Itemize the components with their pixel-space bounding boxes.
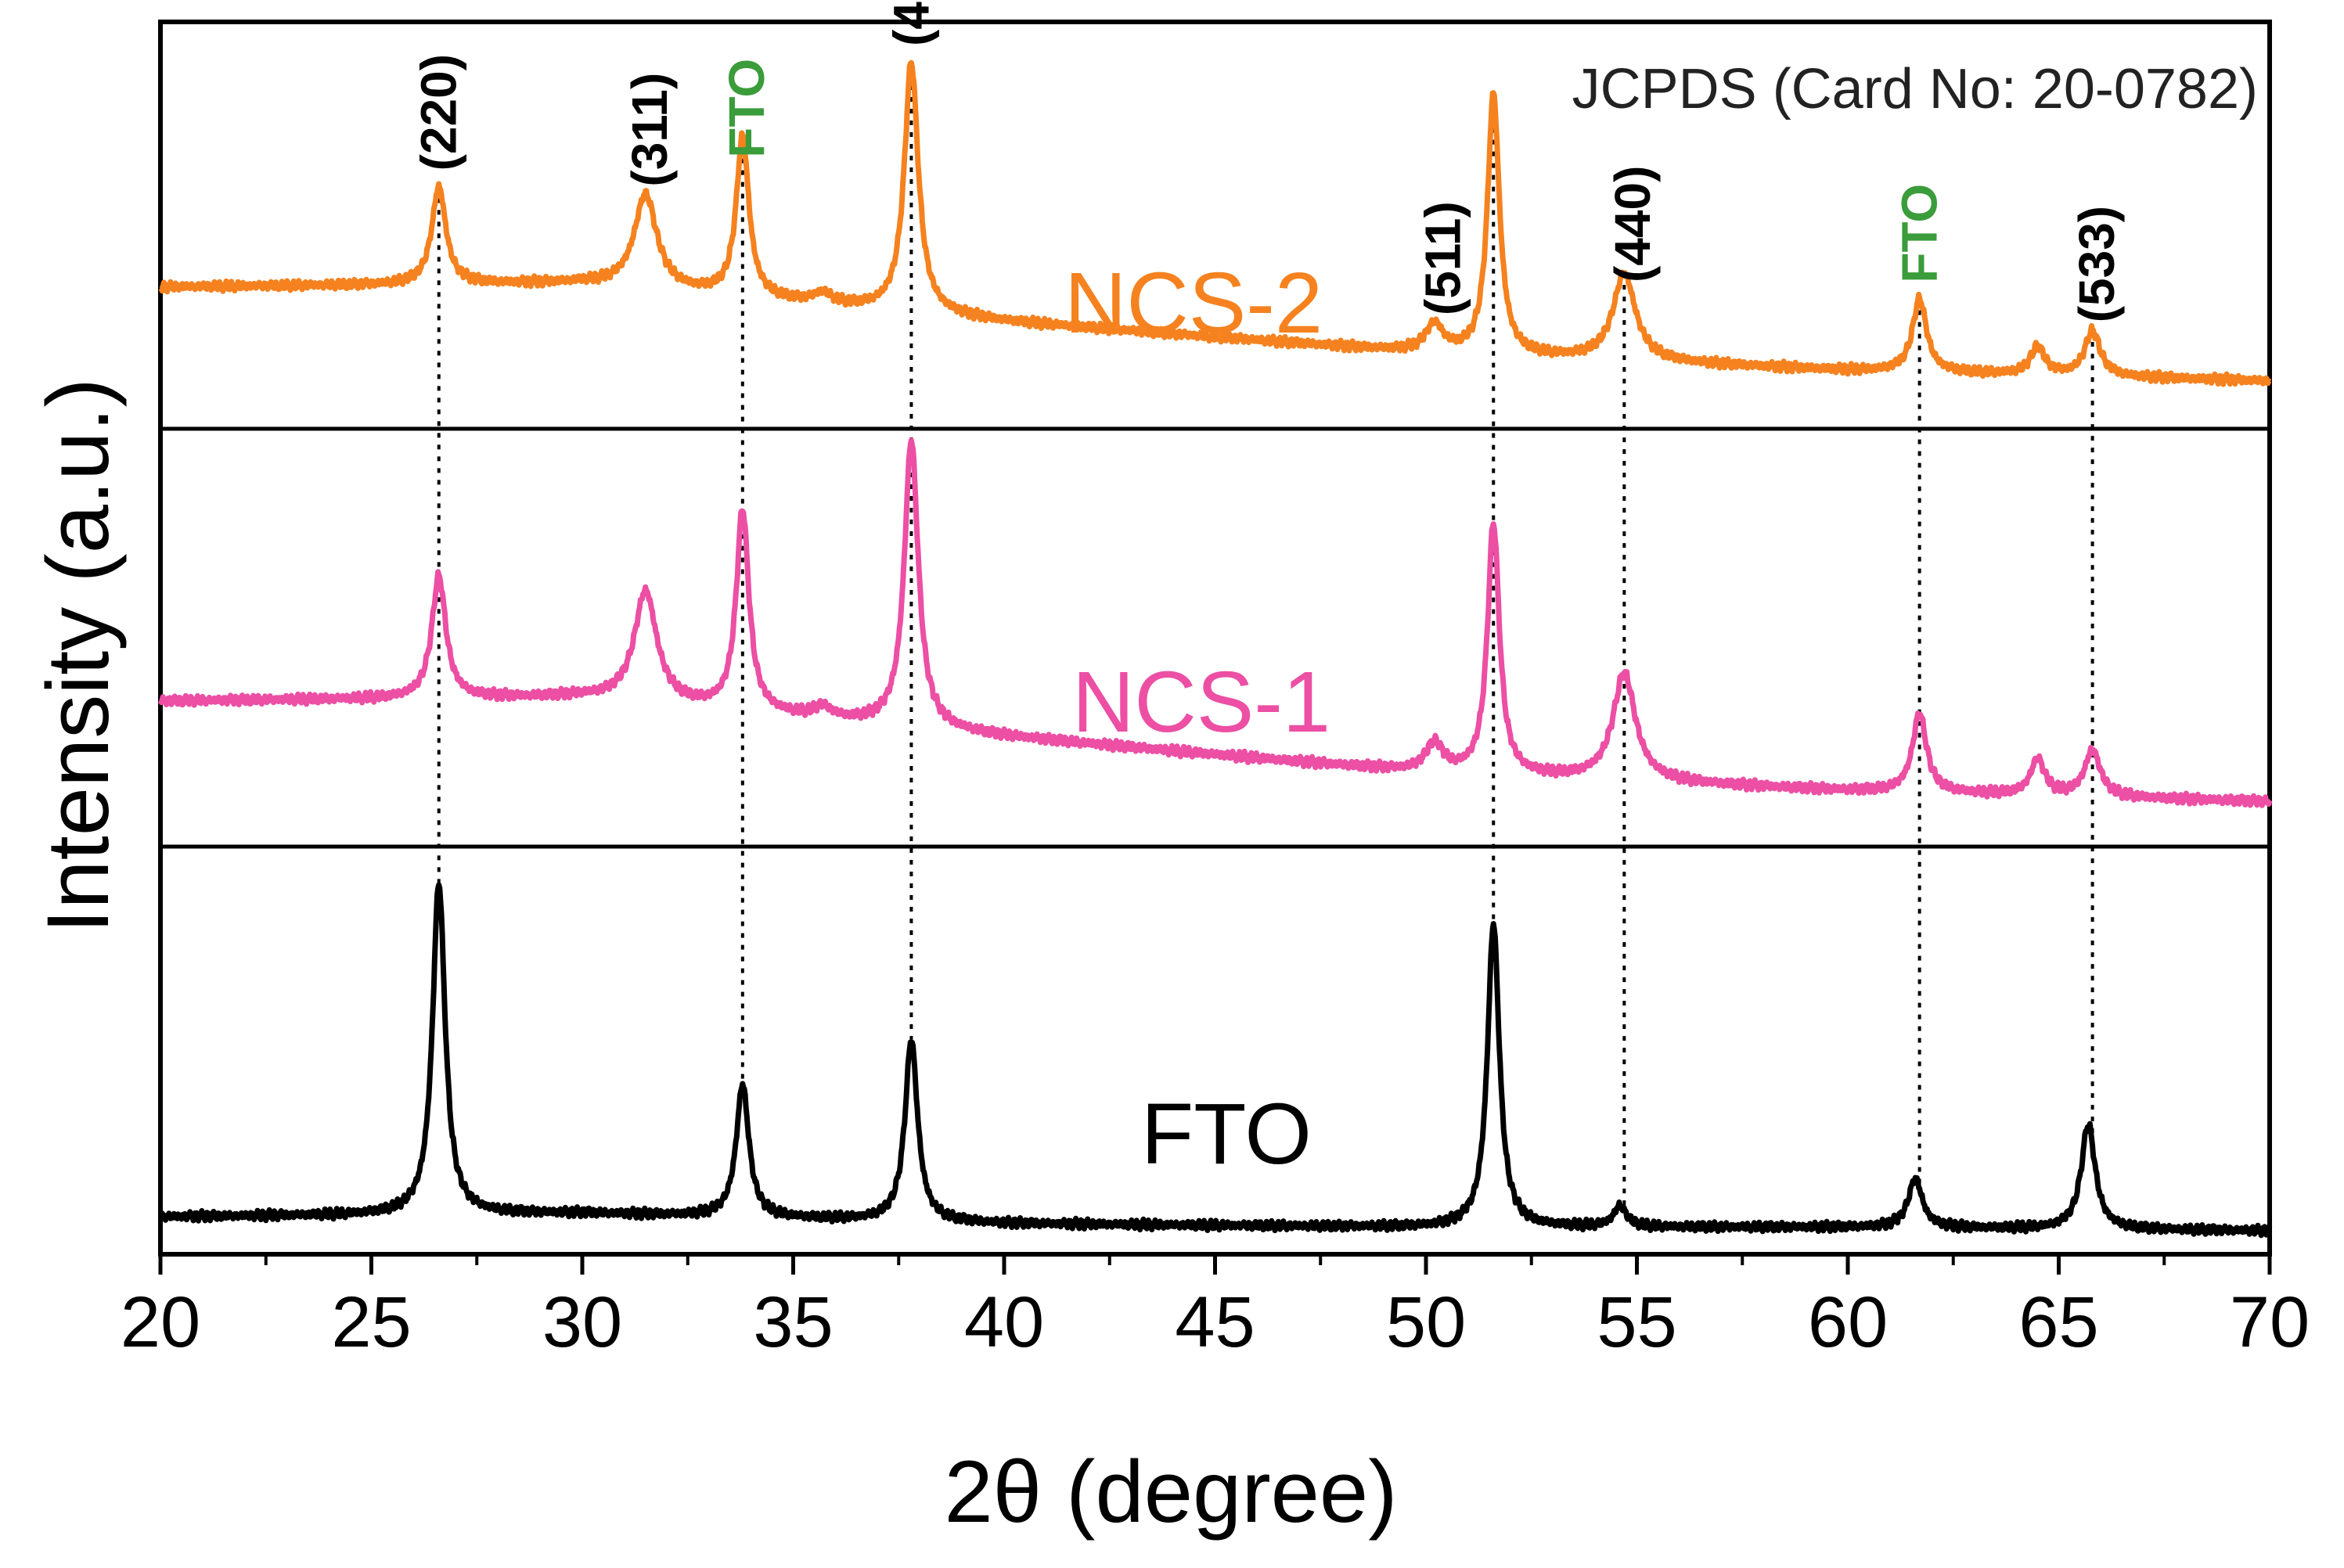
x-tick-label: 65 <box>2018 1282 2098 1362</box>
x-axis-ticks: 20 25 30 35 40 45 50 55 60 65 70 <box>121 1254 2310 1362</box>
fto-peak-label: FTO <box>718 59 775 158</box>
series-line-fto <box>158 882 2273 1239</box>
hkl-peak-label: (440) <box>1604 166 1661 282</box>
plot-frame <box>158 20 2272 1257</box>
x-tick-label: 35 <box>753 1282 833 1362</box>
series-label-ncs-2: NCS-2 <box>1064 255 1323 351</box>
hkl-peak-label: (311) <box>621 73 678 187</box>
x-tick-label: 50 <box>1386 1282 1466 1362</box>
series-label-fto: FTO <box>1141 1086 1312 1182</box>
plot-border <box>158 20 2272 1257</box>
y-axis-title: Intensity (a.u.) <box>29 378 127 933</box>
x-tick-label: 25 <box>331 1282 411 1362</box>
series-line-ncs-1 <box>157 437 2273 808</box>
fto-peak-label: FTO <box>1892 184 1948 283</box>
reference-lines <box>437 61 2094 1210</box>
x-axis-title: 2θ (degree) <box>944 1443 1397 1541</box>
hkl-peak-label: (511) <box>1415 201 1471 315</box>
series-label-ncs-1: NCS-1 <box>1072 654 1330 750</box>
hkl-peak-label: (400) <box>883 0 939 46</box>
series-curves <box>157 59 2273 1239</box>
x-tick-label: 40 <box>964 1282 1044 1362</box>
x-tick-label: 30 <box>542 1282 622 1362</box>
x-tick-label: 70 <box>2230 1282 2310 1362</box>
hkl-peak-label: (533) <box>2069 206 2125 322</box>
x-tick-label: 55 <box>1597 1282 1676 1362</box>
x-tick-label: 45 <box>1175 1282 1255 1362</box>
x-tick-label: 60 <box>1808 1282 1888 1362</box>
x-tick-label: 20 <box>121 1282 200 1362</box>
jcpds-annotation: JCPDS (Card No: 20-0782) <box>1572 58 2258 120</box>
series-line-ncs-2 <box>158 59 2272 387</box>
hkl-peak-label: (220) <box>411 54 467 171</box>
peak-labels: (220) (311) FTO (400) (511) (440) FTO (533) <box>411 0 2125 322</box>
